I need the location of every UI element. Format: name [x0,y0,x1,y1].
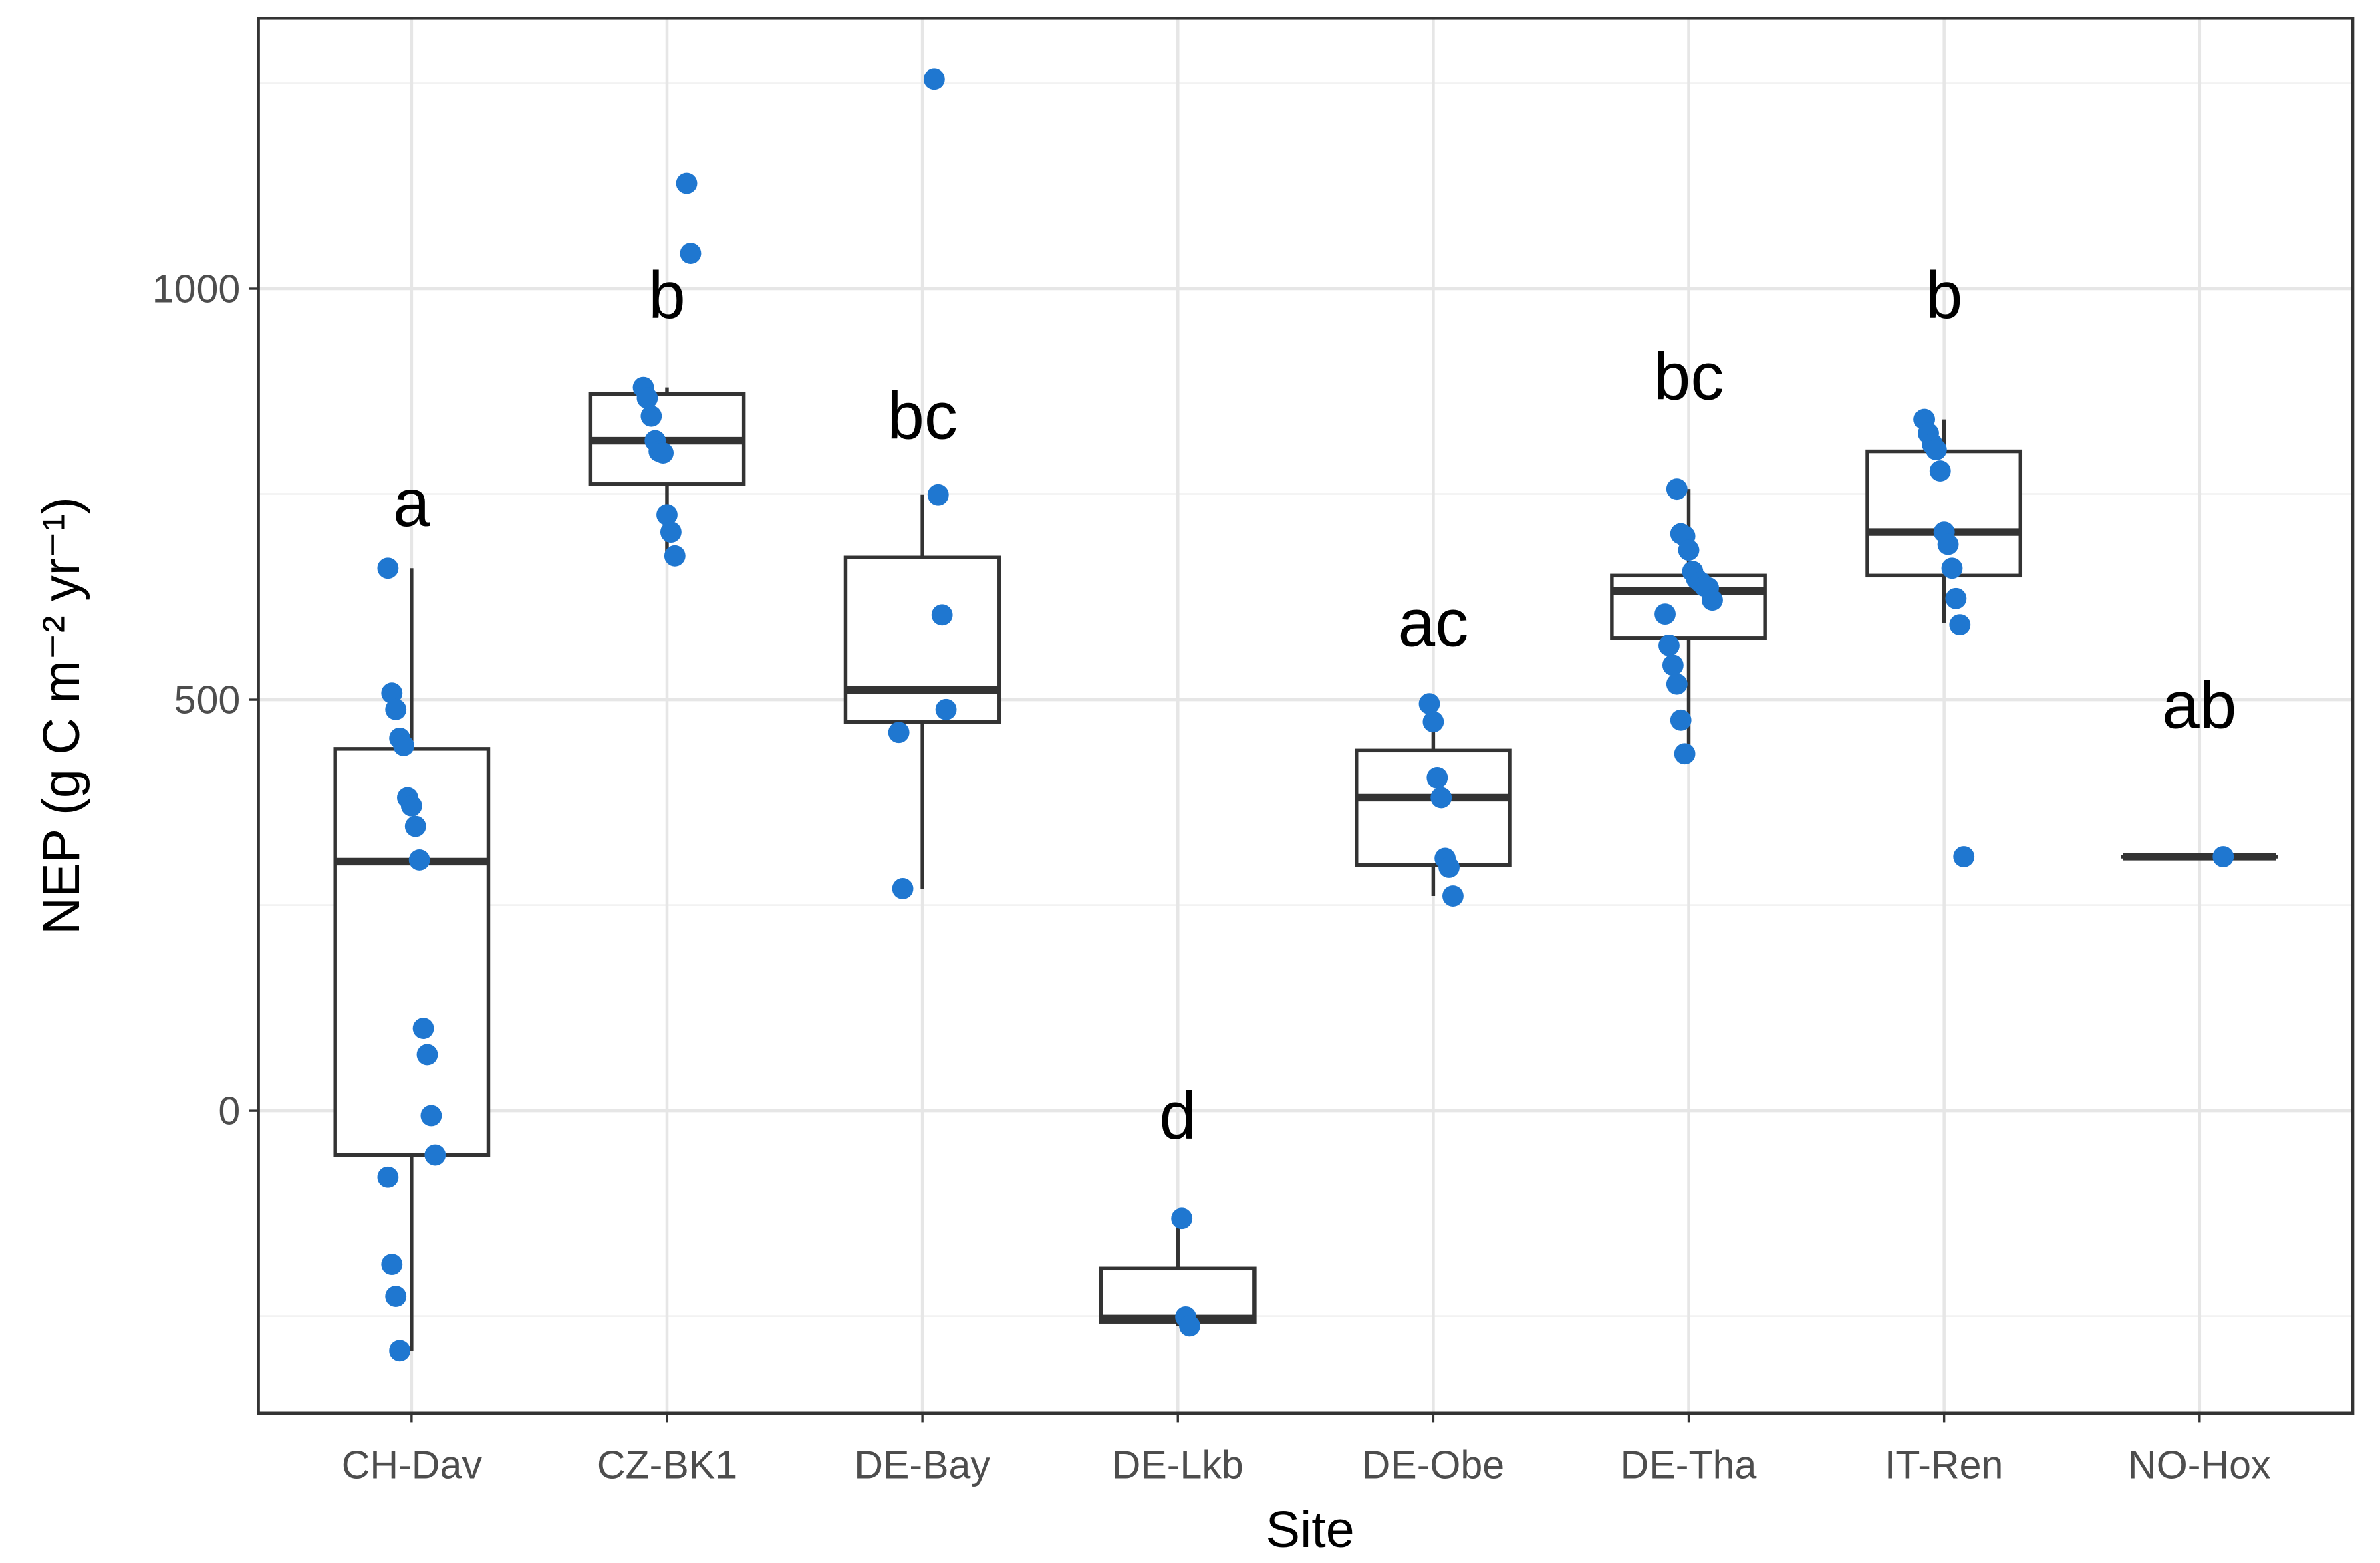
x-tick-label: CH-Dav [342,1443,483,1487]
significance-letter: b [648,258,686,333]
data-point [1438,857,1460,878]
data-point [1418,693,1440,715]
data-point [2212,846,2234,867]
data-point [389,1340,411,1362]
significance-letter: ac [1398,586,1469,661]
significance-letter: a [393,466,430,541]
data-point [931,604,953,626]
y-tick-label: 500 [174,678,241,722]
data-point [1953,846,1975,867]
x-tick-label: IT-Ren [1885,1443,2003,1487]
data-point [404,815,426,837]
data-point [1945,587,1967,609]
data-point [1426,766,1448,789]
data-point [408,849,430,871]
x-tick-label: CZ-BK1 [597,1443,737,1487]
data-point [1674,743,1696,765]
data-point [892,878,914,899]
data-point [416,1044,438,1066]
data-point [377,557,399,579]
data-point [1662,654,1684,676]
x-tick-label: DE-Bay [854,1443,990,1487]
x-tick-label: DE-Obe [1362,1443,1505,1487]
data-point [1702,589,1723,611]
data-point [1658,634,1680,656]
data-point [652,442,674,464]
data-point [381,682,403,704]
data-point [1925,439,1947,461]
data-point [1442,885,1464,907]
significance-letter: bc [887,379,958,454]
box [1355,748,1512,867]
x-tick-label: NO-Hox [2128,1443,2270,1487]
data-point [1678,539,1700,561]
data-point [640,405,662,427]
panel-border [257,17,2355,1415]
significance-letter: bc [1654,339,1724,414]
box [843,555,1001,724]
significance-letter: ab [2162,668,2236,743]
data-point [1430,787,1452,809]
x-axis-title: Site [1266,1501,1355,1558]
data-point [377,1166,399,1188]
data-point [385,698,407,720]
significance-letter: b [1926,258,1963,333]
data-point [393,735,414,756]
data-point [1654,603,1676,625]
data-point [424,1144,446,1166]
data-point [1666,673,1688,695]
data-point [676,172,698,194]
data-point [400,795,422,817]
data-point [1949,614,1971,636]
data-point [412,1018,434,1040]
data-point [1937,533,1959,555]
data-point [1422,711,1444,733]
data-point [888,722,910,744]
data-point [1941,557,1963,579]
data-point [1666,478,1688,501]
data-point [385,1286,407,1308]
data-point [1670,709,1692,731]
data-point [1171,1207,1193,1230]
significance-letter: d [1159,1078,1196,1153]
data-point [1929,460,1951,482]
data-point [381,1254,403,1276]
data-point [656,504,678,526]
box [1610,573,1767,640]
data-point [420,1105,442,1127]
data-point [660,521,682,543]
y-tick-label: 0 [218,1089,240,1133]
y-axis-title: NEP (g C m⁻² yr⁻¹) [33,496,90,935]
data-point [935,698,957,720]
data-point [680,243,702,265]
x-tick-label: DE-Tha [1621,1443,1757,1487]
data-point [923,68,945,90]
data-point [664,545,686,567]
data-point [1179,1315,1200,1337]
data-point [927,484,949,506]
data-point [636,387,658,409]
x-tick-label: DE-Lkb [1112,1443,1244,1487]
y-tick-label: 1000 [152,266,241,311]
